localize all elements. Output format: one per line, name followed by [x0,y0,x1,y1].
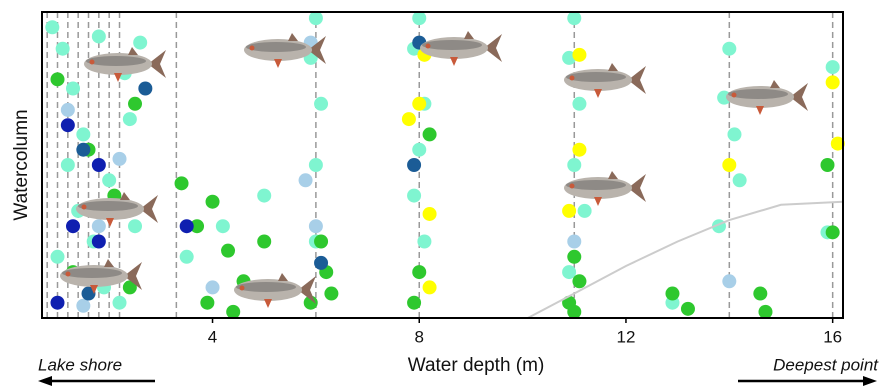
point [45,20,60,35]
point [55,41,70,56]
point [567,158,582,172]
point [200,295,215,310]
y-axis-label: Watercolumn [11,109,32,220]
point [732,173,747,188]
left-note: Lake shore [38,355,122,374]
plot-frame [41,11,844,319]
point [562,203,577,218]
point [112,151,127,166]
point [722,158,737,172]
point [122,280,137,295]
point [205,194,220,209]
point [562,265,577,280]
point [407,188,422,203]
point [572,274,587,289]
point [128,219,143,234]
point [226,304,241,319]
point [66,81,81,96]
point [66,219,81,234]
point [112,295,127,310]
lake-bottom [527,200,844,319]
point [303,295,318,310]
point [825,75,840,90]
point [91,158,106,172]
point [753,286,768,301]
point [665,286,680,301]
fish-group [60,31,808,308]
point [174,176,189,191]
point [825,225,840,240]
point [308,11,323,26]
point [830,136,845,151]
x-tick-label: 16 [823,327,842,346]
right-note: Deepest point [773,355,879,374]
point [215,219,230,234]
point [572,96,587,111]
x-tick-label: 12 [616,327,635,346]
point [257,234,272,249]
point [417,234,432,249]
point [314,234,329,249]
point [572,142,587,157]
point [577,203,592,218]
point [567,11,582,26]
point [680,301,695,316]
point [314,255,329,270]
point [825,60,840,75]
point [758,304,773,319]
point [407,295,422,310]
arrows [38,376,877,386]
point [76,298,91,313]
point [314,96,329,111]
point [91,234,106,249]
point [60,158,75,172]
point [133,35,148,50]
point [308,219,323,234]
point [81,286,96,301]
point [76,142,91,157]
x-tick-label: 4 [208,327,217,346]
point [308,158,323,172]
point [76,127,91,142]
point [50,249,65,264]
point [412,11,427,26]
point [128,96,143,111]
point [572,47,587,62]
point [407,158,422,172]
point [257,188,272,203]
point [190,219,205,234]
point [91,219,106,234]
point [138,81,153,96]
point [122,112,137,127]
point [820,158,835,172]
point [221,243,236,258]
point [60,118,75,133]
point [50,72,65,87]
point [412,96,427,111]
point [412,265,427,280]
point [722,41,737,56]
point [422,280,437,295]
point [179,249,194,264]
point [722,274,737,289]
point [401,112,416,127]
point [50,295,65,310]
point [102,173,117,188]
point [298,173,313,188]
point [179,219,194,234]
point [205,280,220,295]
point [412,142,427,157]
point [91,29,106,44]
point [727,127,742,142]
x-axis-label: Water depth (m) [408,355,545,376]
point [567,304,582,319]
x-tick-label: 8 [415,327,424,346]
point [60,102,75,117]
point [567,249,582,264]
point [422,127,437,142]
point [567,234,582,249]
point [422,206,437,221]
point [324,286,339,301]
